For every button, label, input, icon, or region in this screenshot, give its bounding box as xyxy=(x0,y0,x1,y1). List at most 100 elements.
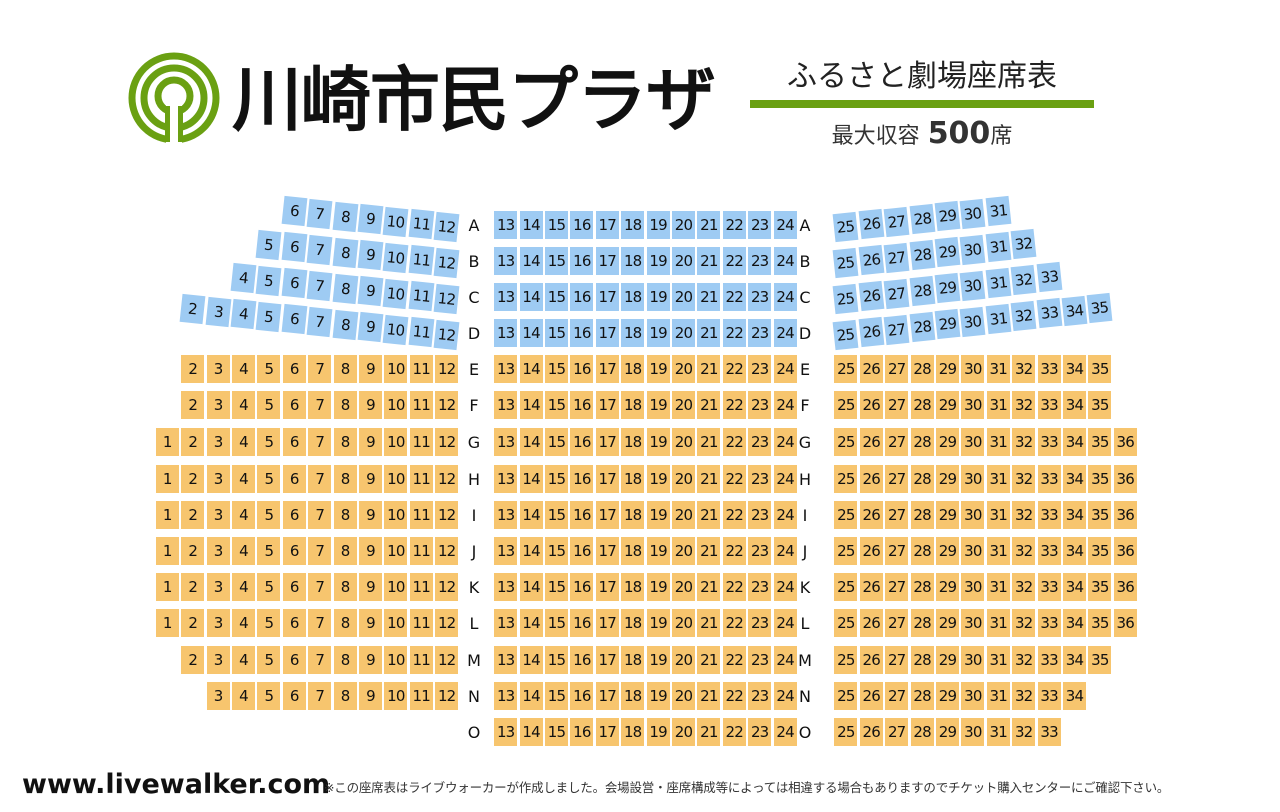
seat-I-8[interactable]: 8 xyxy=(333,501,357,529)
seat-I-35[interactable]: 35 xyxy=(1088,501,1112,529)
seat-M-17[interactable]: 17 xyxy=(595,646,619,674)
seat-E-31[interactable]: 31 xyxy=(986,355,1010,383)
seat-M-20[interactable]: 20 xyxy=(672,646,695,674)
seat-A-8[interactable]: 8 xyxy=(332,201,358,232)
seat-N-33[interactable]: 33 xyxy=(1037,682,1061,710)
seat-N-4[interactable]: 4 xyxy=(232,682,255,710)
seat-N-21[interactable]: 21 xyxy=(697,682,721,710)
seat-D-18[interactable]: 18 xyxy=(621,319,645,347)
seat-D-4[interactable]: 4 xyxy=(230,299,257,330)
seat-K-6[interactable]: 6 xyxy=(282,573,306,601)
seat-J-21[interactable]: 21 xyxy=(697,537,721,565)
seat-D-13[interactable]: 13 xyxy=(494,319,518,347)
seat-M-6[interactable]: 6 xyxy=(282,646,306,674)
seat-J-5[interactable]: 5 xyxy=(257,537,281,565)
seat-M-25[interactable]: 25 xyxy=(834,646,858,674)
seat-M-8[interactable]: 8 xyxy=(333,646,357,674)
seat-H-1[interactable]: 1 xyxy=(155,465,179,493)
seat-O-22[interactable]: 22 xyxy=(722,718,746,746)
seat-G-31[interactable]: 31 xyxy=(986,428,1010,456)
seat-C-19[interactable]: 19 xyxy=(646,283,670,311)
seat-L-11[interactable]: 11 xyxy=(409,609,433,637)
seat-E-12[interactable]: 12 xyxy=(435,355,459,383)
seat-L-24[interactable]: 24 xyxy=(773,609,797,637)
seat-I-10[interactable]: 10 xyxy=(384,501,408,529)
seat-J-17[interactable]: 17 xyxy=(595,537,619,565)
seat-A-16[interactable]: 16 xyxy=(570,211,594,239)
seat-G-9[interactable]: 9 xyxy=(359,428,382,456)
seat-H-4[interactable]: 4 xyxy=(232,465,255,493)
seat-J-26[interactable]: 26 xyxy=(859,537,883,565)
seat-K-12[interactable]: 12 xyxy=(435,573,459,601)
seat-A-26[interactable]: 26 xyxy=(858,209,885,240)
seat-A-28[interactable]: 28 xyxy=(909,203,935,235)
seat-E-14[interactable]: 14 xyxy=(519,355,543,383)
seat-E-15[interactable]: 15 xyxy=(545,355,568,383)
seat-C-25[interactable]: 25 xyxy=(832,283,859,315)
seat-J-14[interactable]: 14 xyxy=(519,537,543,565)
seat-J-3[interactable]: 3 xyxy=(206,537,230,565)
seat-A-6[interactable]: 6 xyxy=(281,196,308,227)
seat-G-21[interactable]: 21 xyxy=(697,428,721,456)
seat-I-30[interactable]: 30 xyxy=(961,501,985,529)
seat-F-20[interactable]: 20 xyxy=(672,391,695,419)
seat-A-30[interactable]: 30 xyxy=(959,198,986,229)
seat-F-2[interactable]: 2 xyxy=(181,391,205,419)
seat-I-25[interactable]: 25 xyxy=(834,501,858,529)
seat-N-19[interactable]: 19 xyxy=(646,682,670,710)
seat-I-21[interactable]: 21 xyxy=(697,501,721,529)
seat-L-25[interactable]: 25 xyxy=(834,609,858,637)
seat-L-20[interactable]: 20 xyxy=(672,609,695,637)
seat-G-18[interactable]: 18 xyxy=(621,428,645,456)
seat-B-8[interactable]: 8 xyxy=(332,237,358,268)
seat-K-7[interactable]: 7 xyxy=(308,573,332,601)
seat-F-5[interactable]: 5 xyxy=(257,391,281,419)
seat-H-31[interactable]: 31 xyxy=(986,465,1010,493)
seat-F-11[interactable]: 11 xyxy=(409,391,433,419)
seat-D-30[interactable]: 30 xyxy=(959,306,986,337)
seat-E-9[interactable]: 9 xyxy=(359,355,382,383)
seat-E-6[interactable]: 6 xyxy=(282,355,306,383)
seat-K-29[interactable]: 29 xyxy=(936,573,959,601)
seat-J-15[interactable]: 15 xyxy=(545,537,568,565)
seat-I-9[interactable]: 9 xyxy=(359,501,382,529)
seat-M-14[interactable]: 14 xyxy=(519,646,543,674)
seat-N-6[interactable]: 6 xyxy=(282,682,306,710)
seat-L-32[interactable]: 32 xyxy=(1012,609,1036,637)
seat-F-6[interactable]: 6 xyxy=(282,391,306,419)
seat-M-13[interactable]: 13 xyxy=(494,646,518,674)
seat-E-2[interactable]: 2 xyxy=(181,355,205,383)
seat-I-32[interactable]: 32 xyxy=(1012,501,1036,529)
seat-C-14[interactable]: 14 xyxy=(519,283,543,311)
seat-F-7[interactable]: 7 xyxy=(308,391,332,419)
seat-K-8[interactable]: 8 xyxy=(333,573,357,601)
seat-K-13[interactable]: 13 xyxy=(494,573,518,601)
seat-A-9[interactable]: 9 xyxy=(357,204,384,235)
seat-F-4[interactable]: 4 xyxy=(232,391,255,419)
seat-F-16[interactable]: 16 xyxy=(570,391,594,419)
seat-G-25[interactable]: 25 xyxy=(834,428,858,456)
seat-A-15[interactable]: 15 xyxy=(545,211,568,239)
seat-G-23[interactable]: 23 xyxy=(748,428,772,456)
seat-B-25[interactable]: 25 xyxy=(832,247,859,279)
seat-B-31[interactable]: 31 xyxy=(985,231,1012,262)
seat-N-25[interactable]: 25 xyxy=(834,682,858,710)
seat-O-27[interactable]: 27 xyxy=(885,718,909,746)
seat-J-4[interactable]: 4 xyxy=(232,537,255,565)
seat-N-30[interactable]: 30 xyxy=(961,682,985,710)
seat-H-22[interactable]: 22 xyxy=(722,465,746,493)
seat-F-12[interactable]: 12 xyxy=(435,391,459,419)
seat-A-13[interactable]: 13 xyxy=(494,211,518,239)
seat-K-27[interactable]: 27 xyxy=(885,573,909,601)
seat-L-5[interactable]: 5 xyxy=(257,609,281,637)
seat-B-21[interactable]: 21 xyxy=(697,247,721,275)
seat-I-22[interactable]: 22 xyxy=(722,501,746,529)
seat-H-16[interactable]: 16 xyxy=(570,465,594,493)
seat-J-36[interactable]: 36 xyxy=(1113,537,1137,565)
seat-N-8[interactable]: 8 xyxy=(333,682,357,710)
seat-B-13[interactable]: 13 xyxy=(494,247,518,275)
seat-B-14[interactable]: 14 xyxy=(519,247,543,275)
seat-N-16[interactable]: 16 xyxy=(570,682,594,710)
seat-H-8[interactable]: 8 xyxy=(333,465,357,493)
seat-E-16[interactable]: 16 xyxy=(570,355,594,383)
